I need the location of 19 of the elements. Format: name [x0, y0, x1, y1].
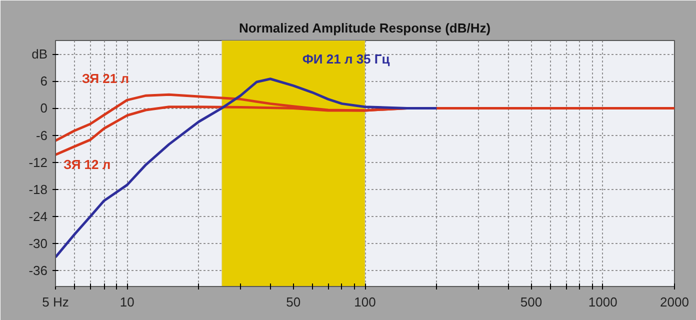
x-tick-label: 5 Hz [42, 294, 69, 310]
x-tick-label: 1000 [588, 294, 618, 310]
chart-title: Normalized Amplitude Response (dB/Hz) [238, 20, 491, 36]
series-label: ЗЯ 12 л [64, 157, 111, 172]
x-tick-label: 100 [354, 294, 376, 310]
y-tick-label: 0 [40, 100, 48, 116]
y-tick-label: -6 [36, 128, 48, 143]
x-tick-label: 500 [520, 294, 542, 310]
y-tick-label: -18 [28, 182, 48, 197]
y-tick-label: -36 [28, 263, 48, 278]
x-tick-label: 2000 [660, 294, 689, 310]
x-tick-label: 50 [286, 294, 301, 310]
y-tick-label: 6 [40, 74, 48, 89]
y-tick-label: dB [32, 46, 48, 62]
y-tick-label: -24 [28, 209, 48, 224]
y-tick-label: -30 [28, 236, 48, 252]
y-tick-label: -12 [28, 154, 48, 170]
x-tick-label: 10 [120, 294, 134, 310]
series-label: ЗЯ 21 л [82, 71, 130, 86]
